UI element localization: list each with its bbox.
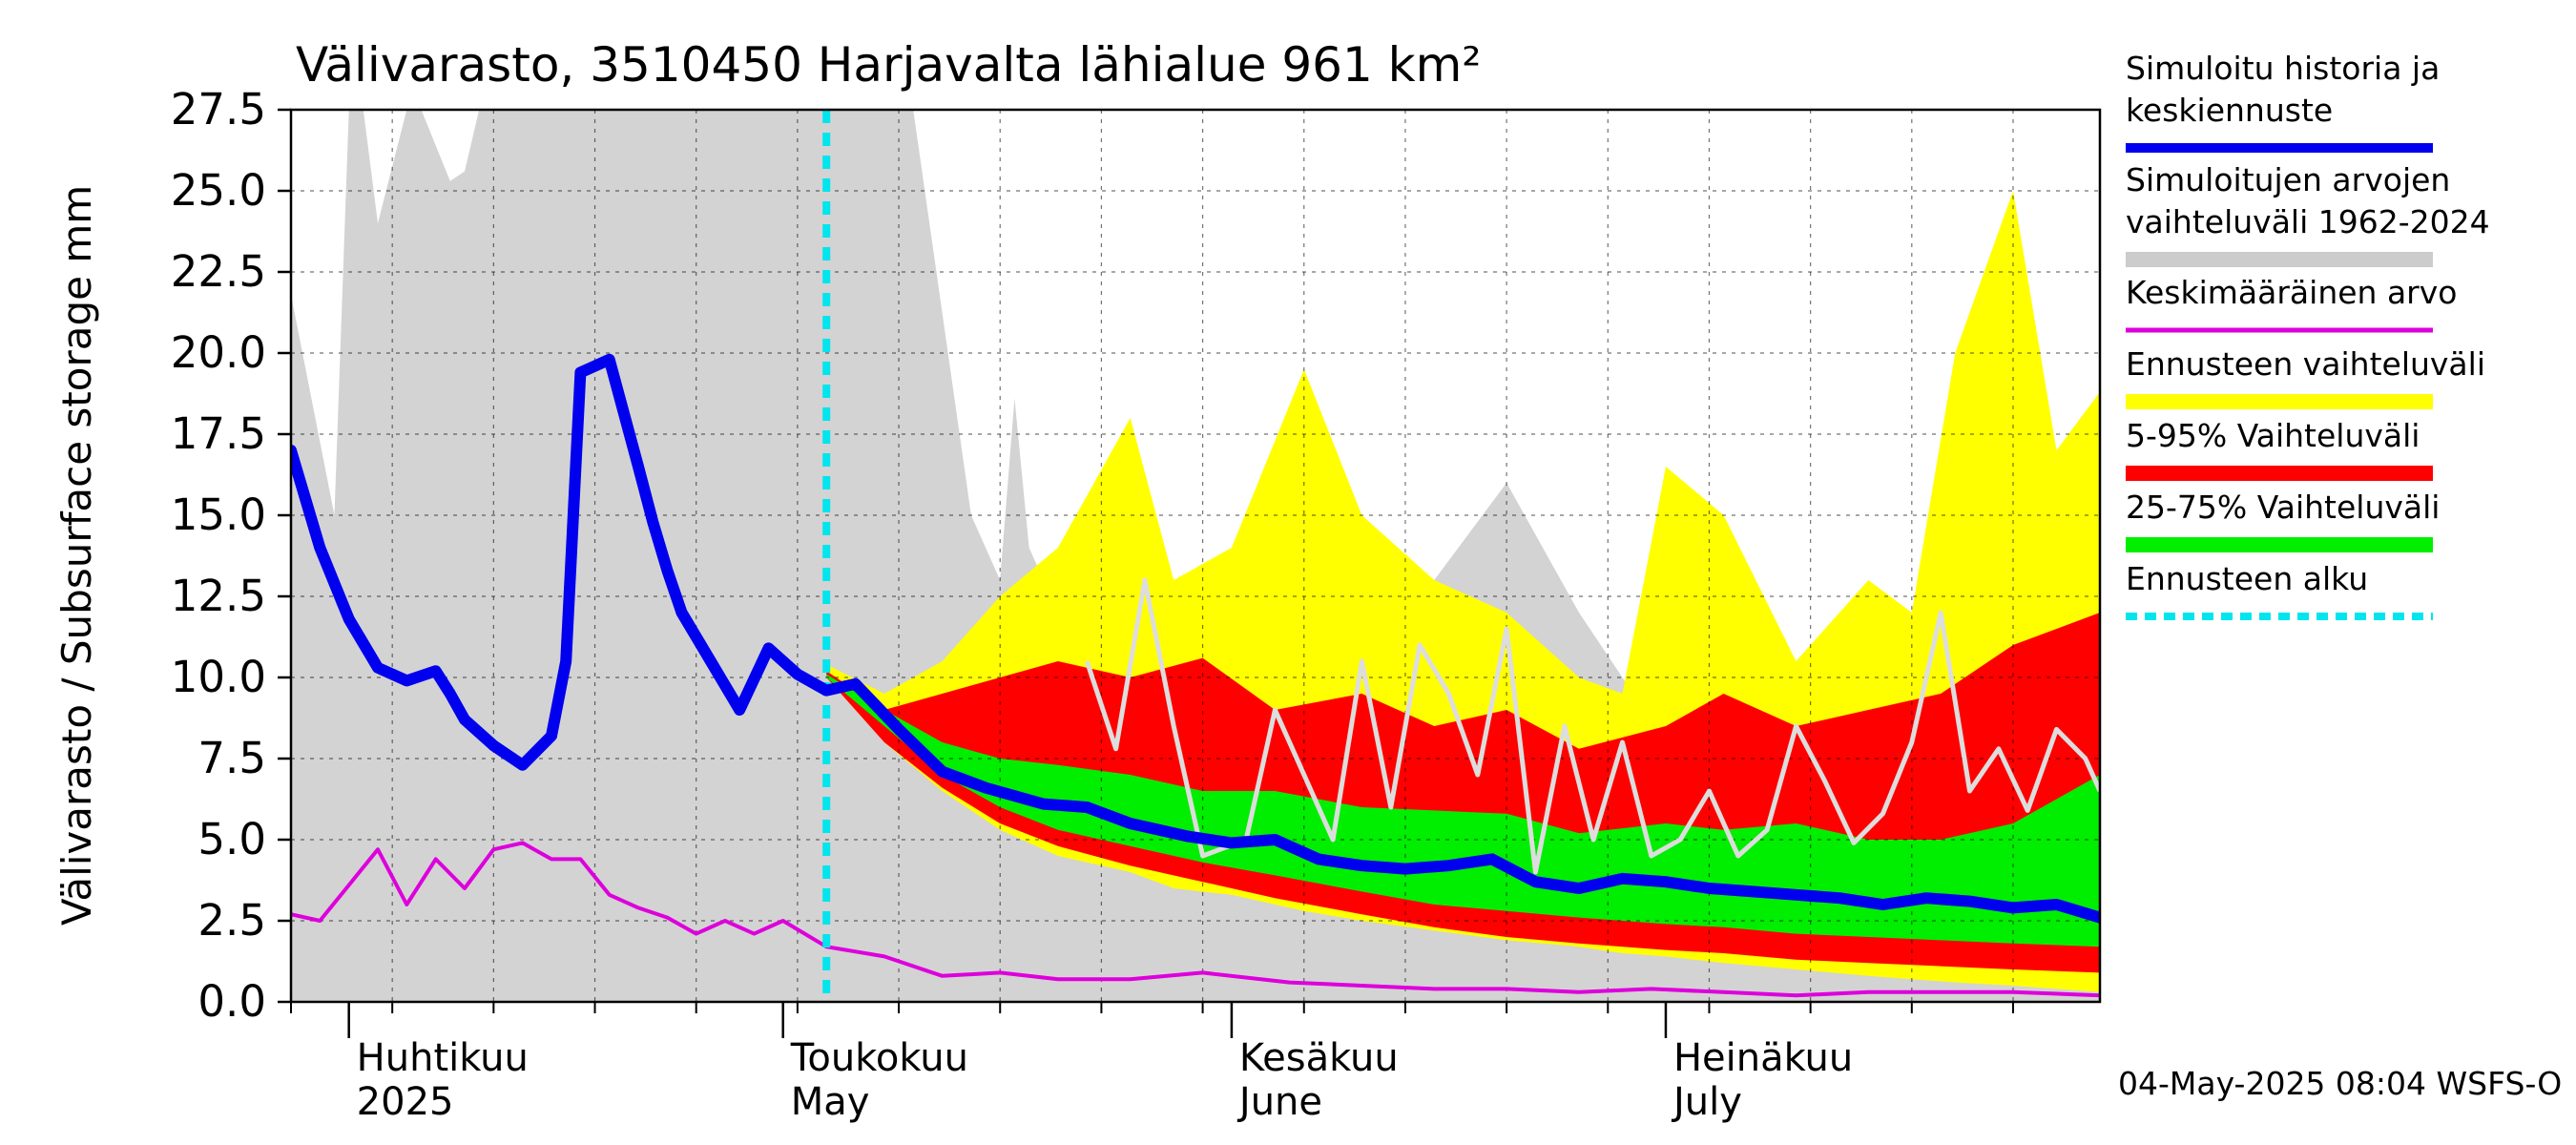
legend-label: Simuloitu historia ja bbox=[2126, 50, 2440, 87]
series-lines bbox=[291, 110, 2100, 1002]
x-month-label-fi: Heinäkuu bbox=[1673, 1036, 1853, 1080]
x-month-label-fi: Kesäkuu bbox=[1239, 1036, 1399, 1080]
chart-title: Välivarasto, 3510450 Harjavalta lähialue… bbox=[296, 37, 1481, 93]
legend-label: Ennusteen alku bbox=[2126, 560, 2368, 597]
x-month-label-en: June bbox=[1236, 1080, 1322, 1124]
y-tick-labels: 0.0 2.5 5.0 7.5 10.0 12.5 15.0 17.5 20.0 22.5 25.0… bbox=[171, 84, 266, 1027]
x-month-label-en: July bbox=[1671, 1080, 1742, 1124]
x-month-label-fi: Huhtikuu bbox=[357, 1036, 529, 1080]
legend-label: Simuloitujen arvojen bbox=[2126, 161, 2450, 198]
legend-item-simuloitujen-arvojen-vaihteluvali-1962-2024: Simuloitujen arvojen vaihteluväli 1962-20… bbox=[2126, 161, 2490, 267]
y-tick-label: 2.5 bbox=[197, 895, 266, 946]
x-month-label-en: 2025 bbox=[357, 1080, 454, 1124]
y-tick-label: 22.5 bbox=[171, 246, 266, 297]
legend-item-25-75-vaihteluvali: 25-75% Vaihteluväli bbox=[2126, 489, 2440, 552]
footer-timestamp: 04-May-2025 08:04 WSFS-O bbox=[2118, 1065, 2562, 1102]
y-tick-label: 17.5 bbox=[171, 408, 266, 459]
y-tick-label: 7.5 bbox=[197, 733, 266, 783]
y-tick-label: 5.0 bbox=[197, 814, 266, 864]
legend: Simuloitu historia jakeskiennusteSimuloi… bbox=[2126, 50, 2490, 620]
legend-item-simuloitu-historia-ja-keskiennuste: Simuloitu historia ja keskiennuste bbox=[2126, 50, 2440, 153]
legend-item-ennusteen-alku: Ennusteen alku bbox=[2126, 560, 2433, 620]
x-month-label-fi: Toukokuu bbox=[790, 1036, 968, 1080]
legend-label: Keskimääräinen arvo bbox=[2126, 274, 2457, 311]
y-axis-label: Välivarasto / Subsurface storage mm bbox=[53, 185, 100, 926]
legend-label: vaihteluväli 1962-2024 bbox=[2126, 203, 2490, 240]
legend-item-keskimaarainen-arvo: Keskimääräinen arvo bbox=[2126, 274, 2457, 333]
range-bands bbox=[291, 110, 2100, 1002]
plot-frame bbox=[289, 108, 2102, 1004]
line-historiallinen-vuosi bbox=[1084, 577, 2100, 875]
legend-label: keskiennuste bbox=[2126, 92, 2333, 129]
axes bbox=[278, 108, 2102, 1038]
legend-label: 5-95% Vaihteluväli bbox=[2126, 417, 2420, 454]
y-tick-label: 25.0 bbox=[171, 165, 266, 216]
legend-label: 25-75% Vaihteluväli bbox=[2126, 489, 2440, 526]
y-tick-label: 10.0 bbox=[171, 652, 266, 702]
legend-item-5-95-vaihteluvali: 5-95% Vaihteluväli bbox=[2126, 417, 2433, 481]
legend-item-ennusteen-vaihteluvali: Ennusteen vaihteluväli bbox=[2126, 345, 2485, 409]
x-month-label-en: May bbox=[791, 1080, 870, 1124]
y-tick-label: 27.5 bbox=[171, 84, 266, 135]
y-tick-label: 20.0 bbox=[171, 327, 266, 378]
y-tick-label: 15.0 bbox=[171, 489, 266, 540]
y-tick-label: 12.5 bbox=[171, 571, 266, 621]
y-tick-label: 0.0 bbox=[197, 976, 266, 1027]
legend-label: Ennusteen vaihteluväli bbox=[2126, 345, 2485, 383]
band-25-75-vaihteluvali bbox=[826, 674, 2100, 947]
line-simulated-history-and-mean-forecast bbox=[291, 353, 2100, 924]
